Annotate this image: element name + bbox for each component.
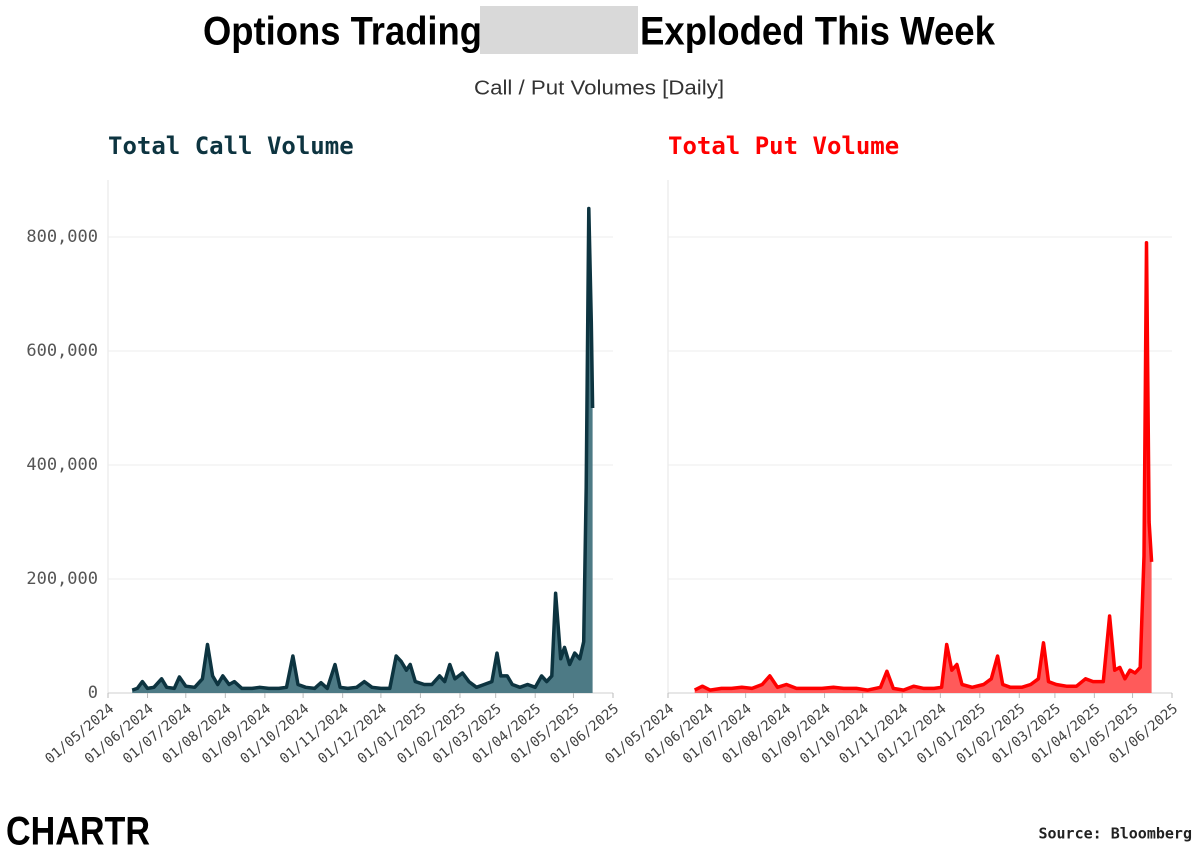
area: [694, 242, 1152, 693]
line: [693, 240, 1154, 692]
logo: CHARTR: [6, 810, 150, 854]
area: [132, 208, 593, 693]
y-tick-label: 400,000: [26, 455, 98, 475]
chart-title: Exploded This Week: [640, 10, 996, 54]
chart-subtitle: Call / Put Volumes [Daily]: [474, 77, 724, 99]
y-tick-label: 200,000: [26, 569, 98, 589]
source: Source: Bloomberg: [1038, 825, 1192, 843]
panel-title: Total Put Volume: [668, 132, 899, 160]
y-tick-label: 0: [88, 683, 98, 703]
y-tick-label: 800,000: [26, 227, 98, 247]
x-tick-label: 01/06/2025: [1106, 701, 1181, 767]
panel-title: Total Call Volume: [108, 132, 354, 160]
y-tick-label: 600,000: [26, 341, 98, 361]
line: [131, 206, 595, 692]
redaction: [480, 6, 638, 54]
chart-title: Options Trading: [203, 10, 482, 54]
